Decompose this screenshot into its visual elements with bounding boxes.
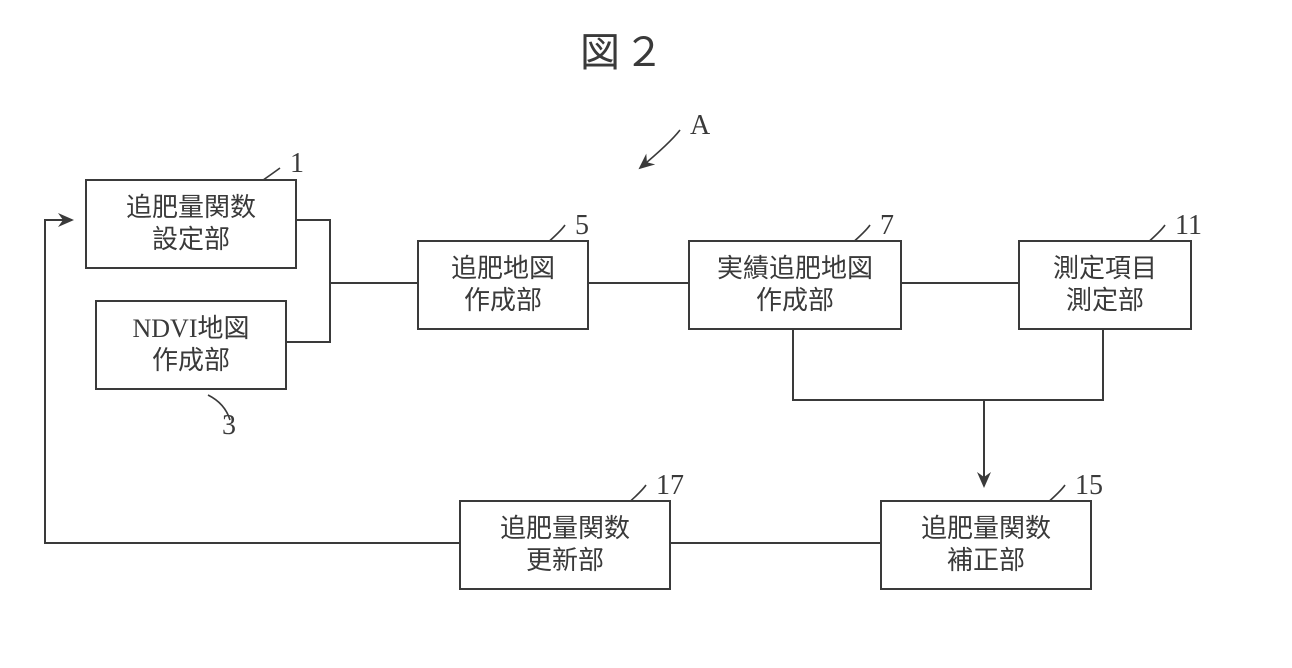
- node-line1: 実績追肥地図: [717, 253, 873, 286]
- node-topdressing-map-create: 追肥地図 作成部: [417, 240, 589, 330]
- node-measurement-item-measure: 測定項目 測定部: [1018, 240, 1192, 330]
- node-line1: 追肥量関数: [126, 192, 256, 225]
- ref-label-15: 15: [1075, 470, 1103, 502]
- node-line1: 追肥量関数: [500, 513, 630, 546]
- node-line2: 補正部: [947, 545, 1025, 578]
- node-topdressing-function-update: 追肥量関数 更新部: [459, 500, 671, 590]
- ref-label-11: 11: [1175, 210, 1202, 242]
- diagram-canvas: 図２ 追肥量関数 設定部 NDVI地図 作成部 追肥地図 作成部 実績追肥地図 …: [0, 0, 1292, 668]
- ref-label-1: 1: [290, 148, 304, 180]
- node-line2: 作成部: [756, 285, 834, 318]
- ref-label-3: 3: [222, 410, 236, 442]
- ref-label-5: 5: [575, 210, 589, 242]
- node-line1: 追肥地図: [451, 253, 555, 286]
- ref-label-7: 7: [880, 210, 894, 242]
- ref-label-17: 17: [656, 470, 684, 502]
- node-line2: 作成部: [464, 285, 542, 318]
- node-topdressing-function-correct: 追肥量関数 補正部: [880, 500, 1092, 590]
- node-line1: 追肥量関数: [921, 513, 1051, 546]
- node-line2: 作成部: [152, 345, 230, 378]
- node-topdressing-function-set: 追肥量関数 設定部: [85, 179, 297, 269]
- node-ndvi-map-create: NDVI地図 作成部: [95, 300, 287, 390]
- overall-label-A: A: [690, 110, 710, 142]
- node-line2: 更新部: [526, 545, 604, 578]
- node-line2: 測定部: [1066, 285, 1144, 318]
- node-actual-topdressing-map-create: 実績追肥地図 作成部: [688, 240, 902, 330]
- node-line1: 測定項目: [1053, 253, 1157, 286]
- node-line2: 設定部: [152, 224, 230, 257]
- node-line1: NDVI地図: [133, 313, 250, 346]
